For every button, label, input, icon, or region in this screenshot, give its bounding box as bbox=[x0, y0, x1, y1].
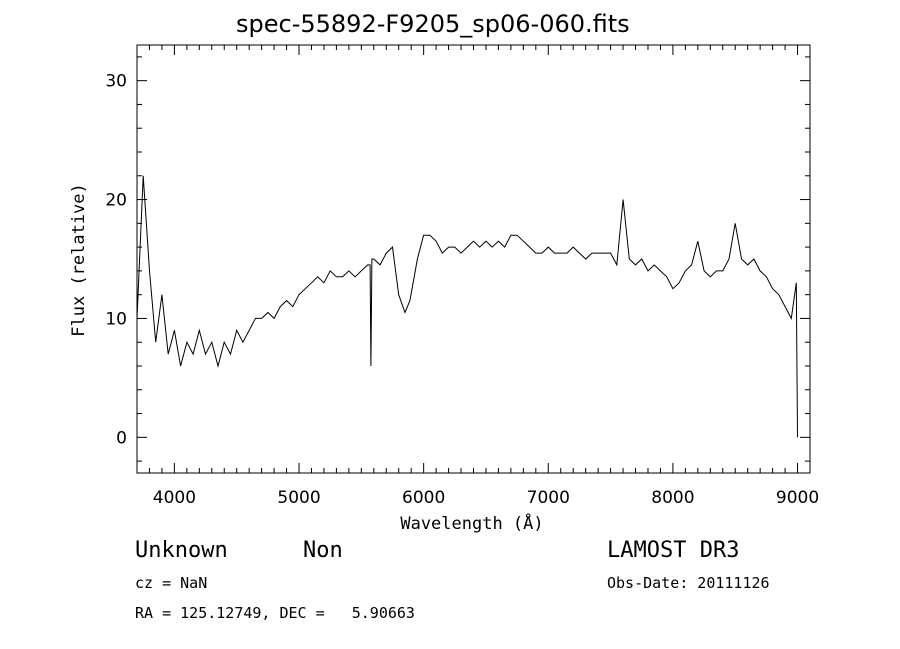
x-tick-label: 5000 bbox=[277, 488, 320, 508]
obs-date: Obs-Date: 20111126 bbox=[607, 574, 770, 592]
x-tick-label: 8000 bbox=[651, 488, 694, 508]
y-tick-label: 20 bbox=[105, 191, 127, 211]
subclass-label: Non bbox=[303, 538, 343, 563]
tick-marks bbox=[136, 45, 811, 473]
class-label: Unknown bbox=[135, 538, 228, 563]
y-axis-label: Flux (relative) bbox=[69, 183, 89, 337]
y-tick-labels: 0 10 20 30 bbox=[105, 72, 127, 449]
x-tick-label: 9000 bbox=[776, 488, 819, 508]
spectrum-line bbox=[137, 175, 798, 438]
x-tick-label: 4000 bbox=[153, 488, 196, 508]
x-tick-label: 6000 bbox=[402, 488, 445, 508]
ra-dec: RA = 125.12749, DEC = 5.90663 bbox=[135, 604, 415, 622]
y-tick-label: 10 bbox=[105, 309, 127, 329]
x-axis-label: Wavelength (Å) bbox=[400, 512, 543, 534]
y-tick-label: 30 bbox=[105, 72, 127, 92]
cz-value: cz = NaN bbox=[135, 574, 208, 592]
plot-frame bbox=[136, 44, 811, 474]
x-tick-labels: 4000 5000 6000 7000 8000 9000 bbox=[153, 488, 819, 508]
x-tick-label: 7000 bbox=[527, 488, 570, 508]
y-tick-label: 0 bbox=[116, 428, 127, 448]
chart-title: spec-55892-F9205_sp06-060.fits bbox=[236, 10, 630, 38]
survey-label: LAMOST DR3 bbox=[607, 538, 740, 563]
